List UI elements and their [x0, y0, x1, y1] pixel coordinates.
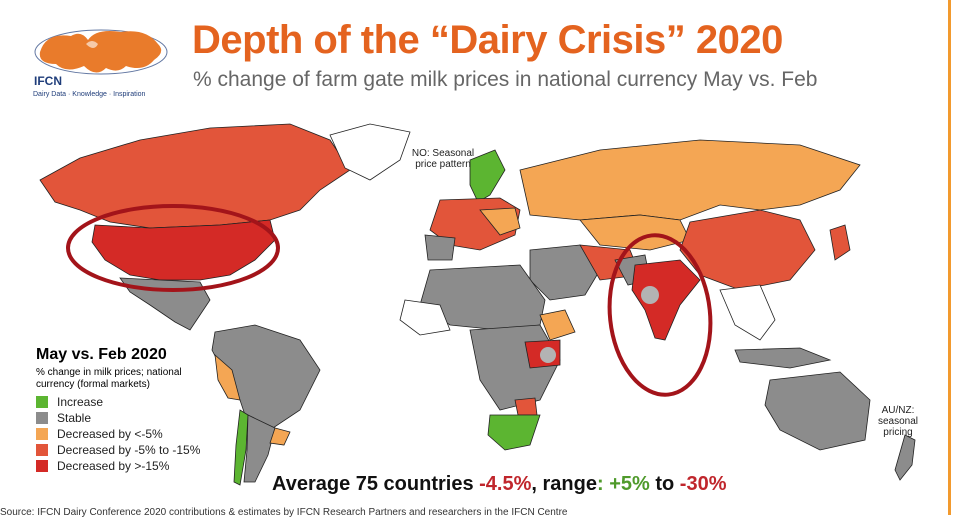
region-south-africa — [487, 414, 541, 451]
logo-tagline: Dairy Data · Knowledge · Inspiration — [33, 91, 146, 98]
region-usa — [91, 219, 276, 281]
summary-line: Average 75 countries -4.5%, range: +5% t… — [272, 473, 727, 495]
region-canada — [39, 123, 351, 229]
region-central-africa — [469, 324, 561, 411]
legend-item-decrease-small: Decreased by <-5% — [36, 427, 226, 441]
logo-brand: IFCN — [34, 74, 62, 88]
region-new-zealand — [894, 434, 916, 481]
region-zimbabwe — [514, 397, 538, 416]
region-greenland — [329, 123, 411, 181]
note-oceania: AU/NZ: seasonal pricing — [877, 405, 919, 438]
legend-item-stable: Stable — [36, 411, 226, 425]
legend-swatch — [36, 411, 48, 424]
legend-title: May vs. Feb 2020 — [36, 346, 167, 363]
region-japan — [829, 224, 851, 261]
region-india — [631, 259, 701, 341]
region-west-africa — [399, 299, 451, 336]
map-legend: May vs. Feb 2020 % change in milk prices… — [36, 346, 226, 473]
legend-swatch — [36, 395, 48, 408]
legend-item-decrease-large: Decreased by >-15% — [36, 459, 226, 473]
region-australia — [764, 371, 871, 451]
india-stable-marker — [641, 286, 659, 304]
region-se-asia — [719, 284, 776, 341]
page-subtitle: % change of farm gate milk prices in nat… — [193, 68, 818, 91]
summary-average: -4.5% — [479, 473, 532, 495]
region-norway — [469, 149, 506, 203]
source-note: Source: IFCN Dairy Conference 2020 contr… — [0, 507, 568, 518]
legend-item-decrease-medium: Decreased by -5% to -15% — [36, 443, 226, 457]
legend-swatch — [36, 427, 48, 440]
region-peru — [214, 354, 241, 401]
note-norway: NO: Seasonal price pattern — [411, 148, 475, 170]
accent-bar — [948, 0, 951, 515]
legend-swatch — [36, 459, 48, 472]
region-uruguay — [269, 427, 291, 446]
usa-highlight-ellipse — [66, 204, 280, 292]
region-central-europe — [479, 207, 521, 236]
legend-item-increase: Increase — [36, 395, 226, 409]
ifcn-logo — [34, 29, 168, 75]
summary-range-low: -30% — [679, 473, 727, 495]
region-central-asia — [579, 214, 691, 251]
region-russia — [519, 139, 861, 221]
page-title: Depth of the “Dairy Crisis” 2020 — [192, 18, 783, 62]
kenya-stable-marker — [540, 347, 556, 363]
region-ethiopia — [539, 309, 576, 341]
world-map — [39, 123, 916, 486]
legend-swatch — [36, 443, 48, 456]
region-indonesia — [734, 347, 832, 369]
region-iberia — [424, 234, 456, 261]
summary-range-high: +5% — [609, 473, 650, 495]
india-highlight-ellipse — [607, 233, 713, 397]
region-china — [679, 209, 816, 291]
legend-description: % change in milk prices; national curren… — [36, 367, 182, 390]
